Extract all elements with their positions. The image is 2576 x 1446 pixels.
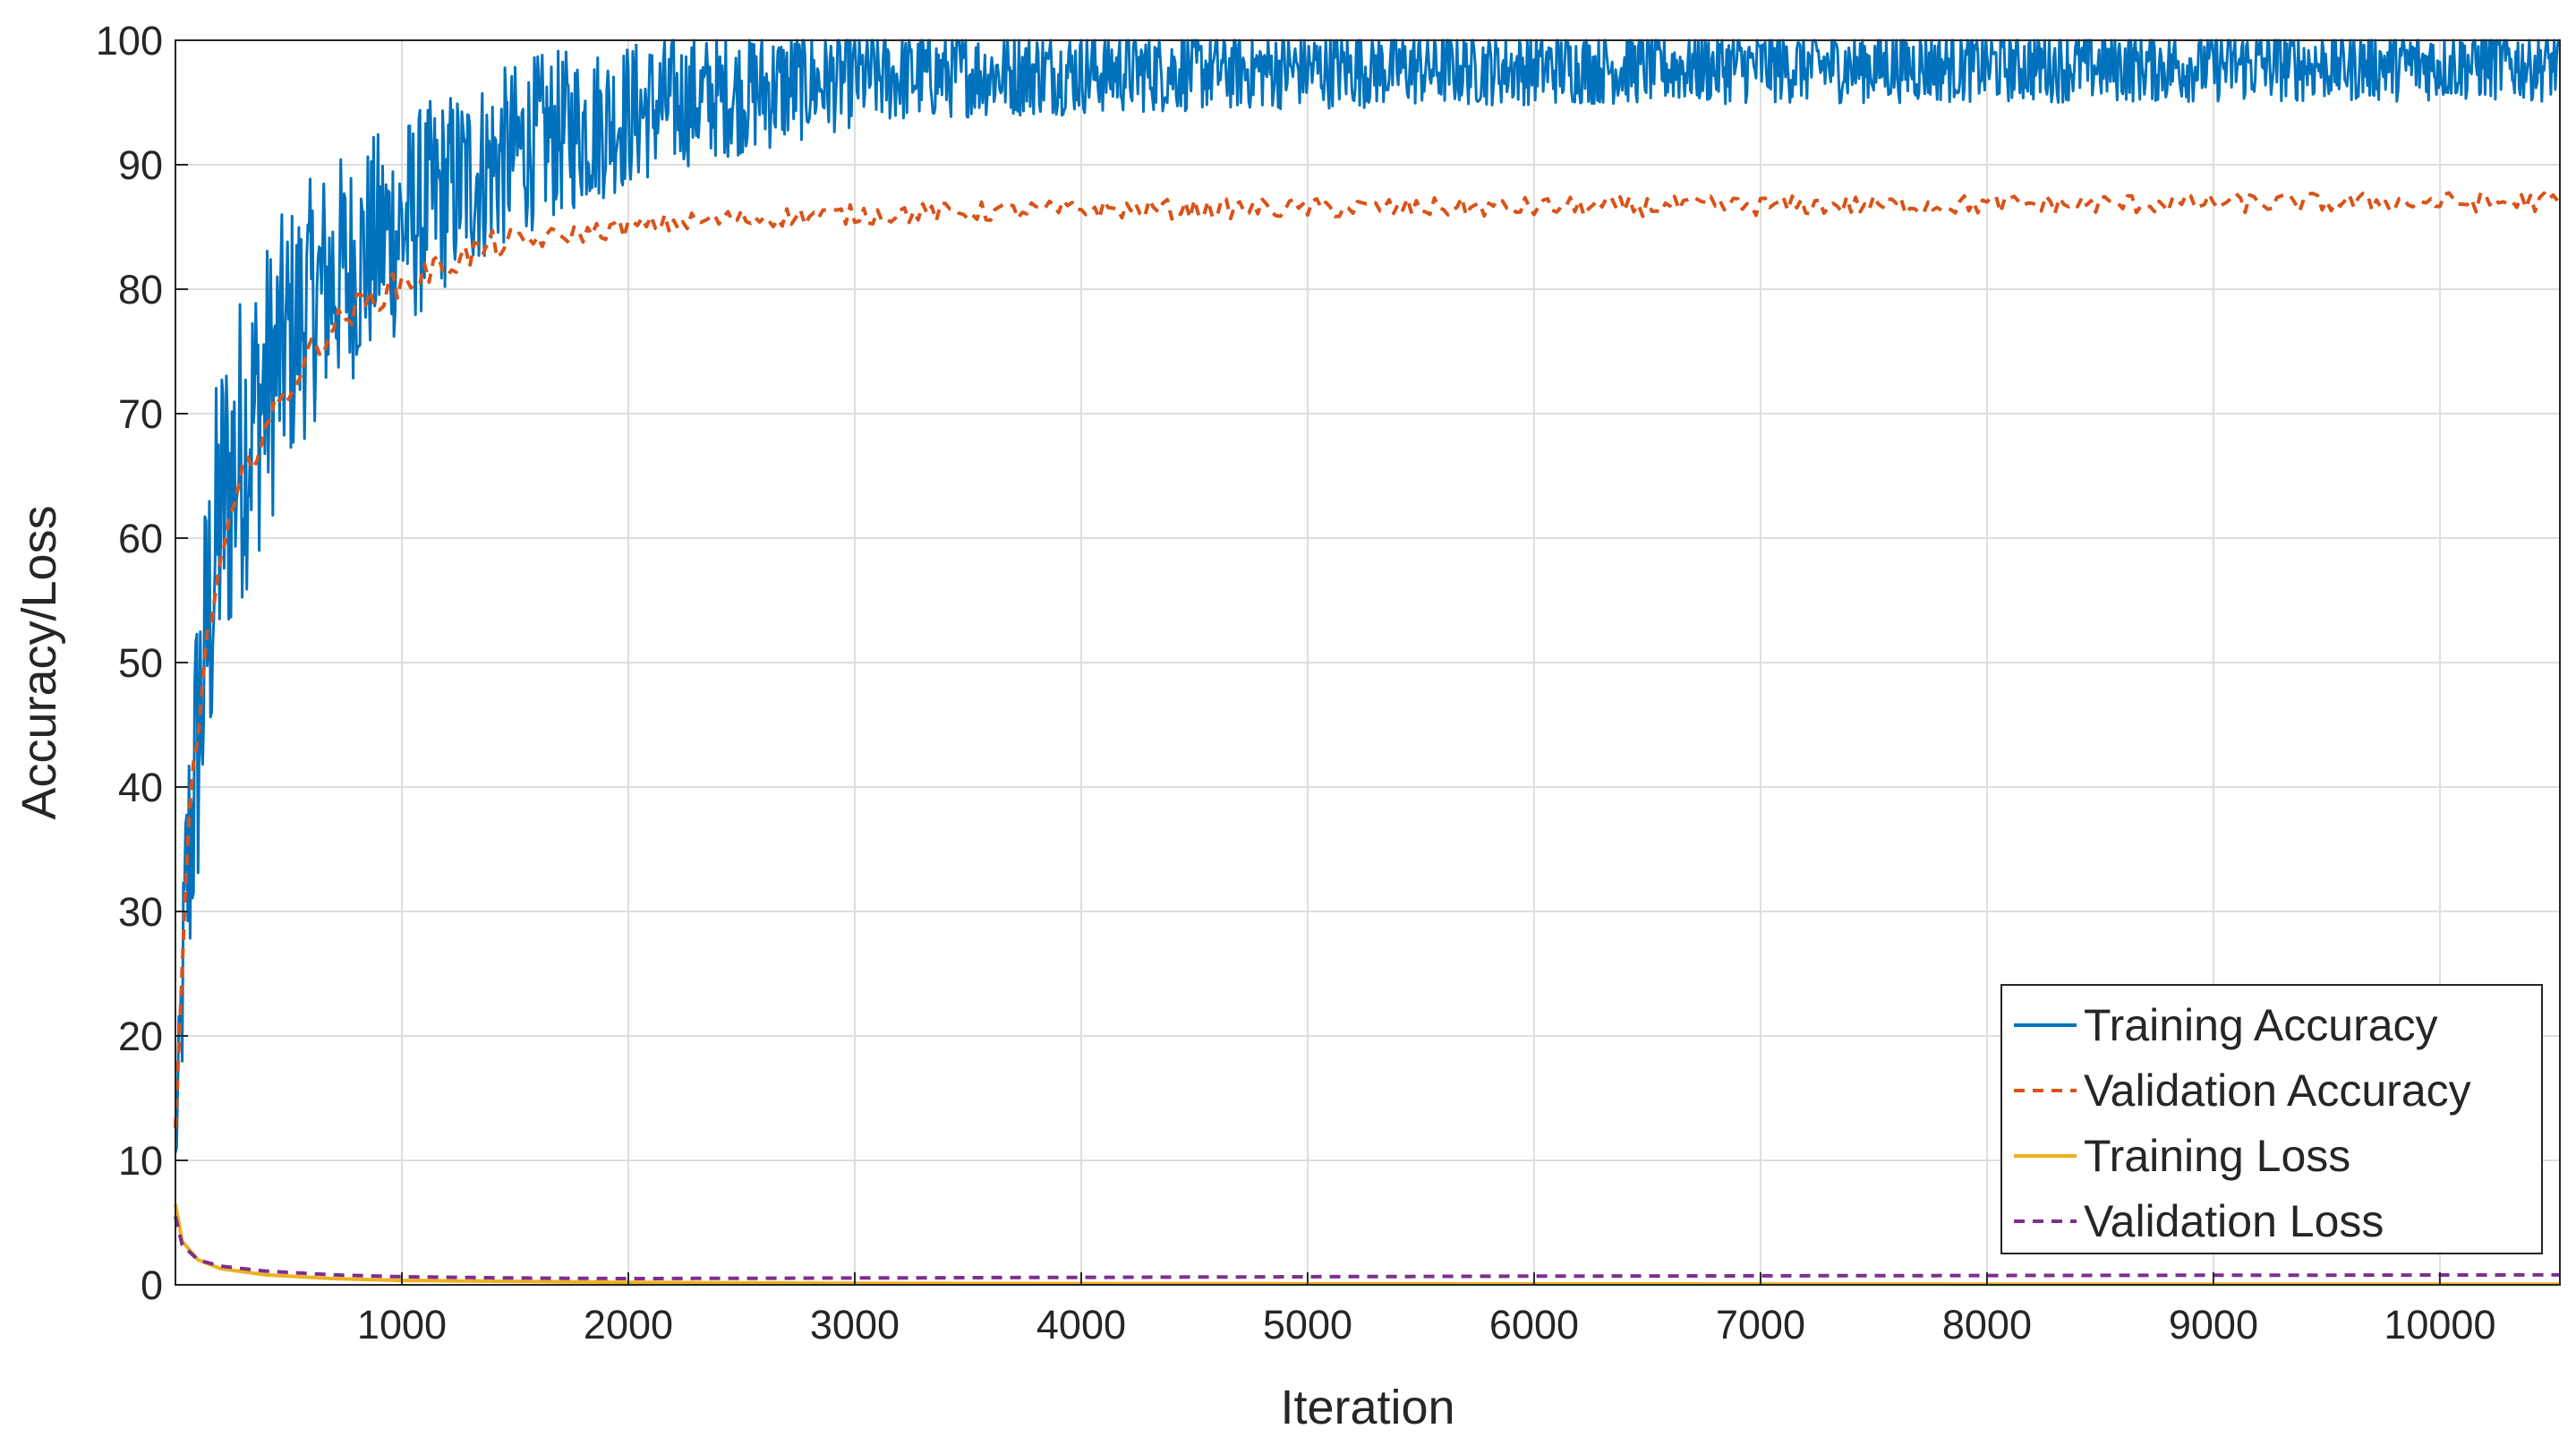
validation-loss-line <box>174 1216 2560 1280</box>
x-tick-label: 5000 <box>1263 1302 1352 1348</box>
x-tick-label: 6000 <box>1489 1302 1579 1348</box>
y-axis-label: Accuracy/Loss <box>13 505 66 819</box>
y-tick-label: 50 <box>118 640 163 686</box>
y-tick-label: 80 <box>118 267 163 312</box>
legend-label: Validation Accuracy <box>2084 1065 2471 1116</box>
y-tick-label: 10 <box>118 1138 163 1184</box>
x-tick-label: 2000 <box>584 1302 673 1348</box>
x-axis-label: Iteration <box>1280 1381 1454 1434</box>
x-tick-label: 7000 <box>1716 1302 1805 1348</box>
y-tick-label: 70 <box>118 391 163 437</box>
validation-accuracy-line <box>174 191 2560 1128</box>
y-tick-label: 40 <box>118 765 163 810</box>
y-tick-label: 60 <box>118 516 163 561</box>
training-accuracy-line <box>174 39 2562 1153</box>
legend: Training Accuracy Validation Accuracy Trai… <box>2000 984 2543 1254</box>
x-tick-label: 8000 <box>1942 1302 2032 1348</box>
y-tick-label: 20 <box>118 1014 163 1059</box>
legend-label: Training Accuracy <box>2084 1000 2438 1050</box>
x-tick-label: 4000 <box>1036 1302 1126 1348</box>
y-tick-label: 0 <box>141 1262 163 1308</box>
ticks: 1000 2000 3000 4000 5000 6000 7000 8000 9000 1000… <box>96 18 2496 1348</box>
y-tick-label: 90 <box>118 142 163 188</box>
legend-label: Validation Loss <box>2084 1196 2384 1246</box>
legend-box <box>2000 984 2543 1254</box>
legend-label: Training Loss <box>2084 1131 2350 1181</box>
y-tick-label: 100 <box>96 18 163 64</box>
x-tick-label: 3000 <box>810 1302 900 1348</box>
x-tick-label: 1000 <box>357 1302 447 1348</box>
y-tick-label: 30 <box>118 889 163 935</box>
x-tick-label: 10000 <box>2384 1302 2495 1348</box>
x-tick-label: 9000 <box>2169 1302 2258 1348</box>
